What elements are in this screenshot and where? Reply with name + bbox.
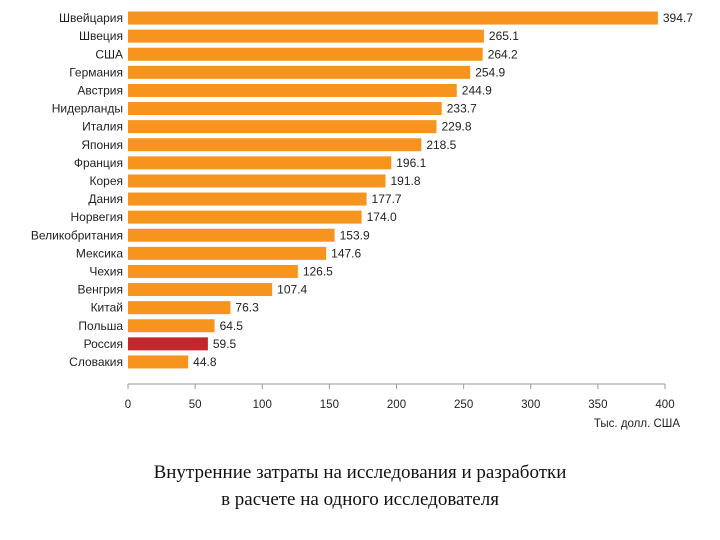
value-label-18: 59.5 bbox=[213, 337, 237, 351]
value-labels: 394.7 265.1 264.2 254.9 244.9 233.7 229.8 218.5… bbox=[193, 11, 693, 369]
category-label-4: Австрия bbox=[77, 83, 123, 97]
category-label-10: Дания bbox=[88, 192, 123, 206]
x-tick-label-5: 250 bbox=[454, 399, 473, 411]
value-label-2: 264.2 bbox=[488, 47, 518, 61]
bar-3 bbox=[128, 65, 471, 79]
category-label-15: Венгрия bbox=[77, 283, 123, 297]
value-label-7: 218.5 bbox=[426, 138, 456, 152]
bar-6 bbox=[128, 120, 437, 134]
value-label-19: 44.8 bbox=[193, 355, 217, 369]
value-label-6: 229.8 bbox=[442, 120, 472, 134]
bar-1 bbox=[128, 29, 484, 43]
bar-18 bbox=[128, 337, 208, 351]
category-label-14: Чехия bbox=[89, 264, 123, 278]
x-tick-label-6: 300 bbox=[521, 399, 540, 411]
bar-16 bbox=[128, 301, 231, 315]
bars-group bbox=[128, 11, 658, 369]
bar-8 bbox=[128, 156, 392, 170]
value-label-3: 254.9 bbox=[475, 65, 505, 79]
value-label-8: 196.1 bbox=[396, 156, 426, 170]
bar-13 bbox=[128, 246, 327, 260]
category-label-18: Россия bbox=[84, 337, 123, 351]
value-label-9: 191.8 bbox=[390, 174, 420, 188]
value-label-13: 147.6 bbox=[331, 246, 361, 260]
bar-11 bbox=[128, 210, 362, 224]
category-label-13: Мексика bbox=[76, 246, 123, 260]
x-tick-label-4: 200 bbox=[387, 399, 406, 411]
bar-9 bbox=[128, 174, 386, 188]
category-label-9: Корея bbox=[89, 174, 123, 188]
category-label-16: Китай bbox=[91, 301, 123, 315]
value-label-1: 265.1 bbox=[489, 29, 519, 43]
bar-12 bbox=[128, 228, 335, 242]
bar-5 bbox=[128, 102, 442, 116]
bar-10 bbox=[128, 192, 367, 206]
x-tick-label-0: 0 bbox=[125, 399, 131, 411]
bar-15 bbox=[128, 283, 273, 297]
category-label-2: США bbox=[95, 47, 123, 61]
bar-chart: Швейцария Швеция США Германия Австрия Нидерла… bbox=[31, 11, 693, 430]
category-label-5: Нидерланды bbox=[52, 102, 123, 116]
x-tick-label-7: 350 bbox=[588, 399, 607, 411]
bar-4 bbox=[128, 83, 457, 97]
bar-19 bbox=[128, 355, 189, 369]
value-label-15: 107.4 bbox=[277, 283, 307, 297]
value-label-16: 76.3 bbox=[235, 301, 259, 315]
category-label-7: Япония bbox=[81, 138, 123, 152]
x-tick-label-8: 400 bbox=[655, 399, 674, 411]
category-label-6: Италия bbox=[82, 120, 123, 134]
category-label-3: Германия bbox=[69, 65, 123, 79]
bar-2 bbox=[128, 47, 483, 61]
x-axis-unit-label: Тыс. долл. США bbox=[594, 418, 680, 430]
value-label-0: 394.7 bbox=[663, 11, 693, 25]
category-label-19: Словакия bbox=[69, 355, 123, 369]
bar-7 bbox=[128, 138, 422, 152]
value-label-11: 174.0 bbox=[367, 210, 397, 224]
x-axis-ticks: 0 50 100 150 200 250 300 350 400 bbox=[125, 384, 675, 411]
x-tick-label-2: 100 bbox=[253, 399, 272, 411]
category-label-1: Швеция bbox=[79, 29, 123, 43]
caption-line-2: в расчете на одного исследователя bbox=[221, 489, 499, 510]
category-label-8: Франция bbox=[74, 156, 123, 170]
category-label-11: Норвегия bbox=[70, 210, 123, 224]
x-tick-label-1: 50 bbox=[189, 399, 202, 411]
caption-line-1: Внутренние затраты на исследования и раз… bbox=[153, 462, 567, 483]
value-label-14: 126.5 bbox=[303, 264, 333, 278]
value-label-4: 244.9 bbox=[462, 83, 492, 97]
value-label-12: 153.9 bbox=[340, 228, 370, 242]
bar-0 bbox=[128, 11, 658, 25]
value-label-17: 64.5 bbox=[220, 319, 244, 333]
bar-17 bbox=[128, 319, 215, 333]
value-label-10: 177.7 bbox=[372, 192, 402, 206]
category-label-12: Великобритания bbox=[31, 228, 123, 242]
category-labels: Швейцария Швеция США Германия Австрия Нидерла… bbox=[31, 11, 123, 369]
category-label-0: Швейцария bbox=[59, 11, 123, 25]
x-tick-label-3: 150 bbox=[320, 399, 339, 411]
category-label-17: Польша bbox=[78, 319, 123, 333]
bar-14 bbox=[128, 264, 298, 278]
value-label-5: 233.7 bbox=[447, 102, 477, 116]
